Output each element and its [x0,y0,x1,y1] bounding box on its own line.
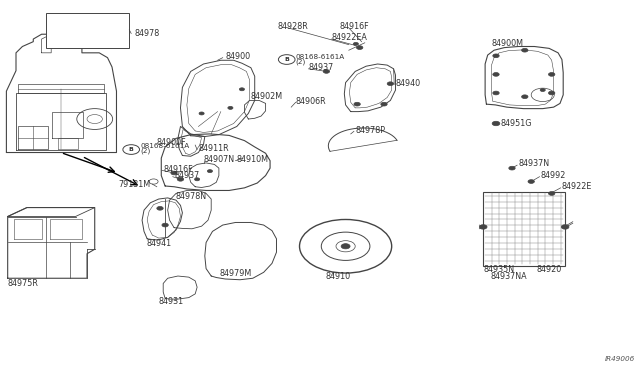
Circle shape [162,223,168,227]
Circle shape [522,95,528,99]
Text: 08168-6161A: 08168-6161A [296,54,345,60]
Text: 84937N: 84937N [518,159,550,168]
Text: B: B [129,147,134,152]
Text: 84978: 84978 [134,29,159,38]
Circle shape [381,102,387,106]
Circle shape [528,180,534,183]
Circle shape [493,54,499,58]
Circle shape [199,112,204,115]
Text: 84922EA: 84922EA [332,33,367,42]
Text: 08168-6161A: 08168-6161A [141,143,190,149]
Text: 84951G: 84951G [500,119,532,128]
Text: 84978P: 84978P [355,126,385,135]
Text: 84900F: 84900F [156,138,186,147]
Text: (2): (2) [296,58,306,65]
Circle shape [493,91,499,95]
Circle shape [548,192,555,195]
Text: 84928R: 84928R [278,22,308,31]
Text: 84900: 84900 [225,52,250,61]
Circle shape [341,244,350,249]
Circle shape [561,225,569,229]
Text: 84907N: 84907N [204,155,235,164]
Text: 84920: 84920 [536,265,561,274]
Text: IR49006: IR49006 [605,356,635,362]
Text: 84900M: 84900M [492,39,524,48]
Circle shape [323,70,330,73]
Text: 84940: 84940 [396,79,420,88]
Text: 84992: 84992 [541,171,566,180]
Bar [46,13,129,48]
Text: 84937: 84937 [174,171,199,180]
Circle shape [239,88,244,91]
Circle shape [207,170,212,173]
Text: 84902M: 84902M [251,92,283,101]
Text: 84922E: 84922E [562,182,592,191]
Text: B: B [284,57,289,62]
Text: 84975R: 84975R [8,279,38,288]
Circle shape [356,46,363,49]
Text: 84906R: 84906R [296,97,326,106]
Circle shape [195,178,200,181]
Circle shape [492,121,500,126]
Circle shape [228,106,233,109]
Text: 84937: 84937 [308,63,333,72]
Circle shape [354,102,360,106]
Text: 84941: 84941 [146,239,172,248]
Text: 84916F: 84916F [163,165,193,174]
Text: 84937NA: 84937NA [490,272,527,280]
Text: 84910M: 84910M [237,155,269,164]
Text: 84916F: 84916F [339,22,369,31]
Circle shape [522,48,528,52]
Circle shape [479,225,487,229]
Circle shape [171,171,177,175]
Text: 84931: 84931 [159,297,184,306]
Circle shape [540,89,545,92]
Circle shape [353,42,358,45]
Text: 79131M: 79131M [118,180,150,189]
Text: 84911R: 84911R [198,144,229,153]
Circle shape [177,177,184,181]
Text: 84978N: 84978N [175,192,206,201]
Text: (2): (2) [141,148,151,154]
Circle shape [548,91,555,95]
Text: 84935N: 84935N [484,265,515,274]
Text: 84910: 84910 [325,272,350,280]
Circle shape [157,206,163,210]
Text: 84979M: 84979M [220,269,252,278]
Circle shape [548,73,555,76]
Circle shape [509,166,515,170]
Circle shape [493,73,499,76]
Circle shape [387,82,394,86]
Bar [483,192,565,266]
